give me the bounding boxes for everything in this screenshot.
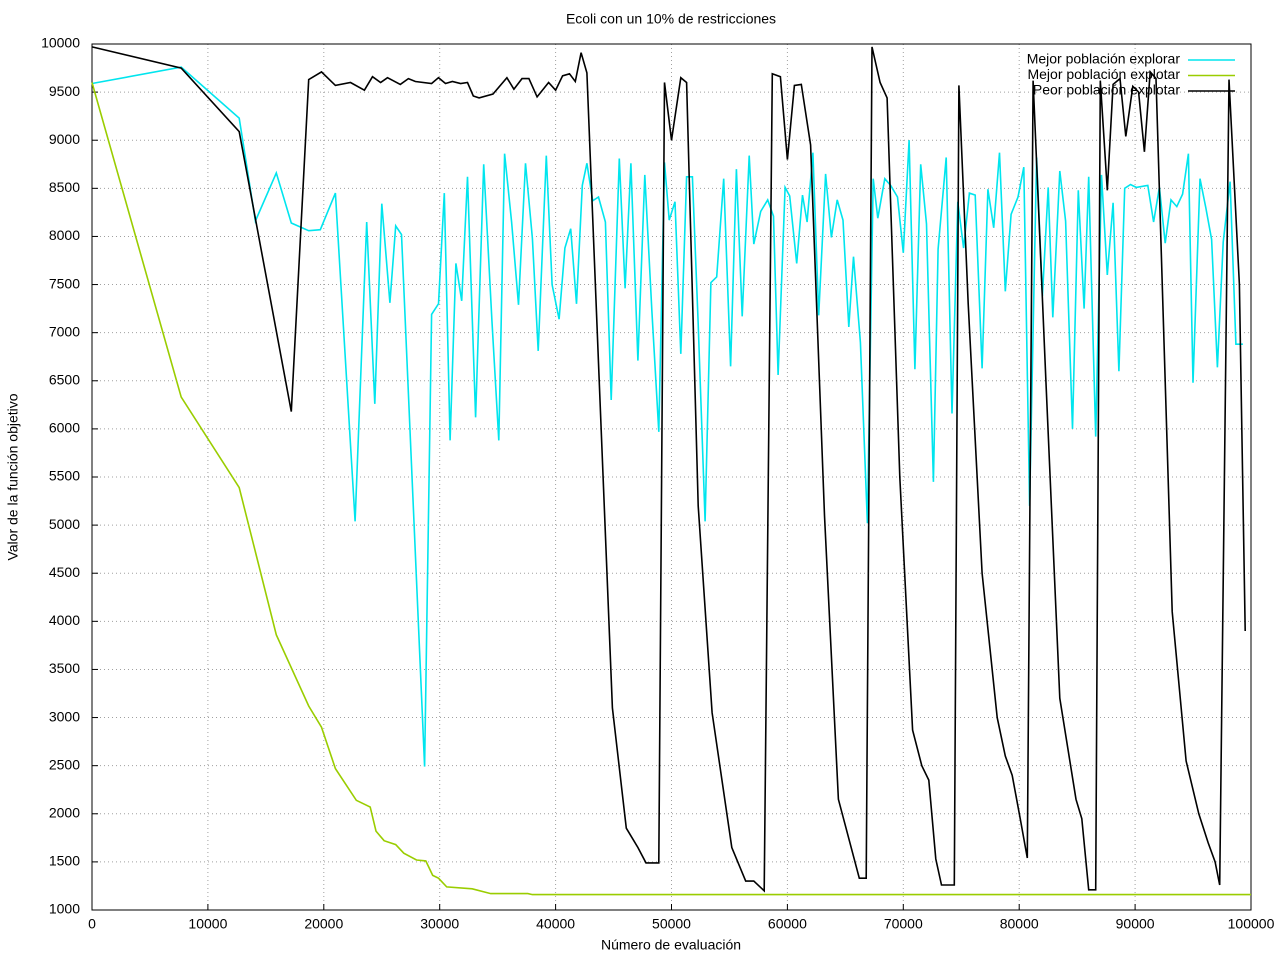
legend-label: Mejor población explotar [1027, 66, 1180, 82]
y-tick-label: 2500 [49, 756, 80, 772]
x-tick-label: 50000 [652, 916, 691, 932]
y-tick-label: 9500 [49, 83, 80, 99]
y-tick-label: 4000 [49, 612, 80, 628]
y-tick-label: 4500 [49, 564, 80, 580]
x-tick-label: 10000 [188, 916, 227, 932]
x-axis-label: Número de evaluación [601, 937, 741, 953]
y-tick-label: 6500 [49, 371, 80, 387]
y-tick-label: 10000 [41, 35, 80, 51]
x-tick-label: 60000 [768, 916, 807, 932]
x-tick-label: 70000 [884, 916, 923, 932]
x-tick-label: 30000 [420, 916, 459, 932]
y-tick-label: 1500 [49, 853, 80, 869]
y-tick-label: 8000 [49, 227, 80, 243]
y-tick-label: 7000 [49, 323, 80, 339]
y-tick-label: 7500 [49, 275, 80, 291]
x-tick-label: 0 [88, 916, 96, 932]
plot-frame [91, 43, 1252, 911]
x-tick-label: 100000 [1228, 916, 1275, 932]
series-line [91, 66, 1243, 767]
x-tick-label: 20000 [304, 916, 343, 932]
y-tick-label: 6000 [49, 420, 80, 436]
x-tick-label: 90000 [1116, 916, 1155, 932]
y-tick-label: 3500 [49, 660, 80, 676]
y-axis-label: Valor de la función objetivo [5, 393, 21, 560]
y-tick-label: 5000 [49, 516, 80, 532]
x-tick-label: 40000 [536, 916, 575, 932]
series-line [91, 82, 1251, 896]
y-tick-label: 3000 [49, 708, 80, 724]
legend-label: Mejor población explorar [1027, 51, 1181, 67]
x-tick-label: 80000 [1000, 916, 1039, 932]
chart-title: Ecoli con un 10% de restricciones [566, 11, 776, 27]
y-tick-label: 1000 [49, 901, 80, 917]
y-tick-label: 9000 [49, 131, 80, 147]
y-tick-label: 5500 [49, 468, 80, 484]
series-line [91, 46, 1246, 893]
y-tick-label: 2000 [49, 804, 80, 820]
y-tick-label: 8500 [49, 179, 80, 195]
legend-label: Peor población explotar [1033, 82, 1180, 98]
